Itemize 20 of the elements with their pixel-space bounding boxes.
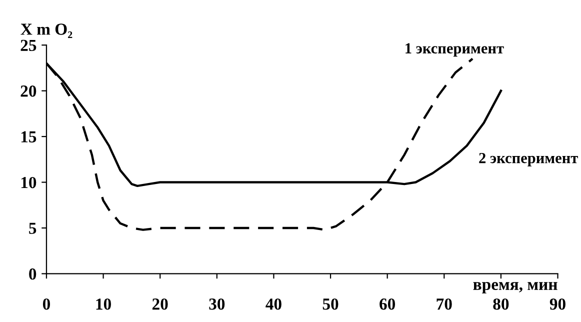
y-tick-label: 0 xyxy=(29,268,36,280)
y-tick-label: 15 xyxy=(21,131,36,142)
y-tick-label: 20 xyxy=(20,86,36,97)
x-tick-label: 10 xyxy=(96,298,111,310)
y-tick-label: 5 xyxy=(29,222,36,234)
y-axis-title: X m O₂ xyxy=(20,24,72,38)
x-tick-label: 40 xyxy=(266,298,282,310)
x-axis-title: время, мин xyxy=(473,282,558,294)
series-label: 1 эксперимент xyxy=(406,43,504,57)
x-tick-label: 30 xyxy=(209,298,225,310)
x-tick-label: 0 xyxy=(42,298,50,310)
x-tick-label: 80 xyxy=(493,298,509,310)
x-tick-label: 70 xyxy=(436,298,452,310)
x-tick-label: 50 xyxy=(322,298,338,310)
y-tick-label: 25 xyxy=(20,40,36,52)
x-tick-label: 20 xyxy=(152,298,168,310)
y-tick-label: 10 xyxy=(21,176,36,188)
series-label: 2 эксперимент xyxy=(479,152,578,166)
x-tick-label: 90 xyxy=(550,298,566,310)
x-tick-label: 60 xyxy=(380,298,396,310)
